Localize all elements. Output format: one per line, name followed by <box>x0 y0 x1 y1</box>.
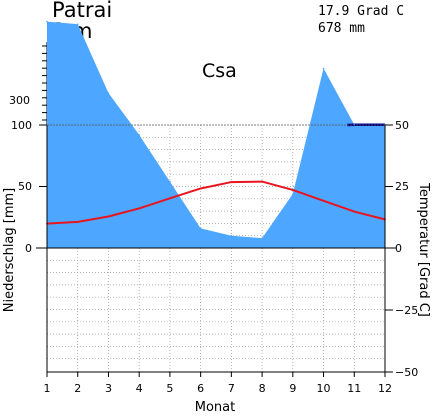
temperature-point <box>261 180 263 183</box>
precipitation-point <box>76 23 79 25</box>
temperature-point <box>353 210 356 213</box>
plot-frame <box>36 124 396 377</box>
temperature-point <box>138 207 141 210</box>
right-tick-label: 25 <box>395 180 409 193</box>
left-tick-labels: 300 100 50 0 <box>9 94 32 255</box>
temperature-point <box>291 189 294 191</box>
x-tick-label: 12 <box>378 382 392 395</box>
x-tick-label: 4 <box>136 382 143 395</box>
precipitation-point <box>199 227 202 230</box>
x-tick-label: 2 <box>74 382 81 395</box>
left-tick-label: 300 <box>9 94 30 107</box>
x-tick-labels: 1 2 3 4 5 6 7 8 9 10 11 12 <box>44 382 393 395</box>
left-tick-label: 100 <box>11 119 32 132</box>
upper-precip-axis <box>42 42 48 125</box>
precipitation-point <box>46 20 48 23</box>
left-axis-label: Niederschlag [mm] <box>2 188 17 313</box>
precipitation-point <box>292 193 294 195</box>
precipitation-point <box>138 134 140 136</box>
precipitation-point <box>261 237 263 239</box>
precipitation-point <box>107 92 110 94</box>
temperature-point <box>322 199 325 202</box>
x-tick-label: 5 <box>166 382 173 395</box>
x-tick-label: 8 <box>259 382 266 395</box>
annual-precipitation: 678 mm <box>318 21 365 36</box>
precipitation-point <box>169 180 171 183</box>
x-tick-label: 9 <box>289 382 296 395</box>
precipitation-point <box>230 234 233 237</box>
mean-temperature: 17.9 Grad C <box>318 4 405 19</box>
x-tick-label: 6 <box>197 382 204 395</box>
temperature-line <box>46 180 386 225</box>
temperature-point <box>107 215 110 218</box>
x-tick-label: 7 <box>228 382 235 395</box>
temperature-point <box>169 197 171 200</box>
right-tick-label: −25 <box>395 304 418 317</box>
right-tick-label: −50 <box>395 366 418 379</box>
right-tick-label: 50 <box>395 119 409 132</box>
temperature-point <box>199 187 202 190</box>
precipitation-area <box>47 21 385 249</box>
x-tick-label: 3 <box>105 382 112 395</box>
temperature-point <box>76 221 79 223</box>
station-name: Patrai <box>52 0 113 22</box>
left-tick-label: 50 <box>18 180 32 193</box>
x-axis-label: Monat <box>195 400 235 415</box>
climate-classification: Csa <box>202 60 237 82</box>
left-tick-label: 0 <box>25 242 32 255</box>
x-tick-label: 11 <box>347 382 361 395</box>
temperature-point <box>230 181 233 183</box>
x-tick-label: 10 <box>317 382 331 395</box>
precipitation-point <box>322 67 325 70</box>
precipitation-series <box>46 20 386 249</box>
right-axis-label: Temperatur [Grad C] <box>416 182 431 317</box>
right-tick-labels: 50 25 0 −25 −50 <box>395 119 418 379</box>
x-tick-label: 1 <box>44 382 51 395</box>
right-tick-label: 0 <box>395 242 402 255</box>
